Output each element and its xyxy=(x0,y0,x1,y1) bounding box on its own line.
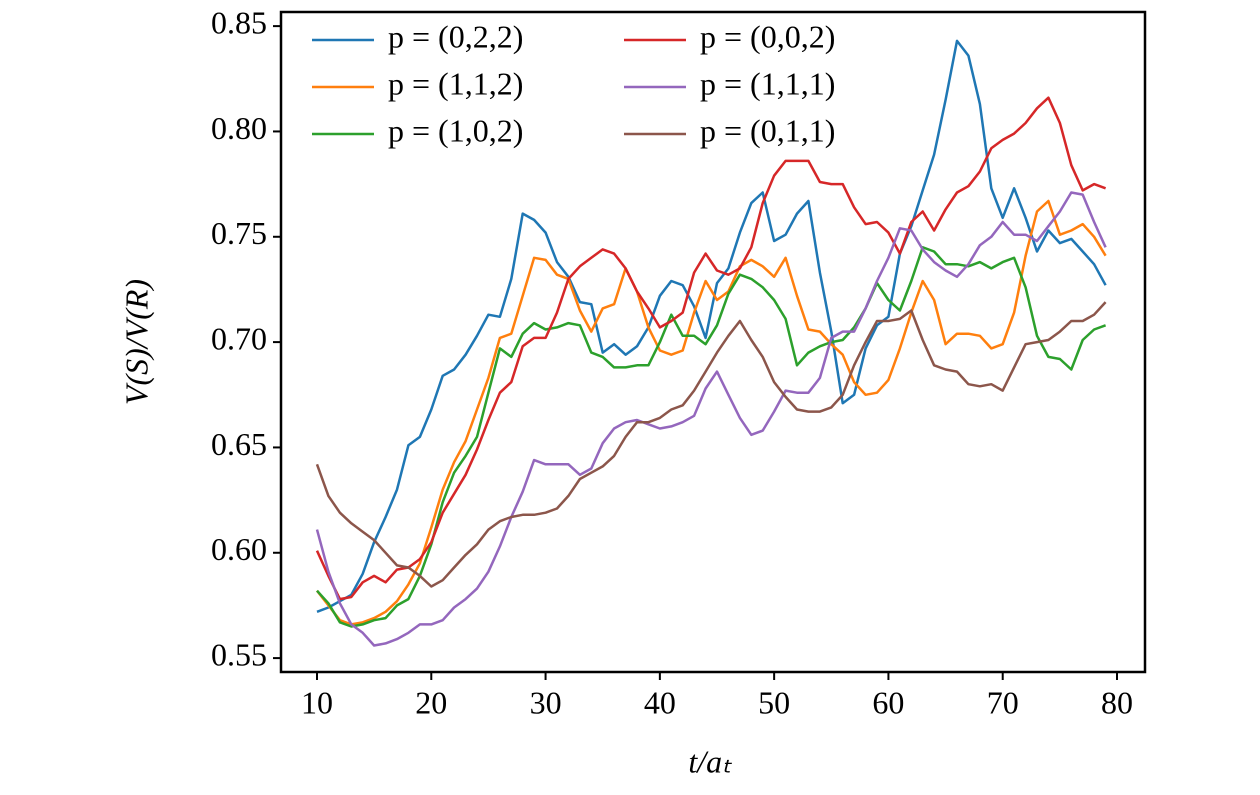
series-line xyxy=(315,301,1107,588)
series-line xyxy=(316,39,1107,613)
legend-label: p = (1,1,1) xyxy=(700,65,835,101)
x-tick-label: 60 xyxy=(872,684,904,720)
x-tick-label: 70 xyxy=(987,684,1019,720)
x-axis-label: t/aₜ xyxy=(688,743,732,779)
x-tick-label: 20 xyxy=(415,684,447,720)
y-tick-label: 0.75 xyxy=(211,215,267,251)
legend-label: p = (1,0,2) xyxy=(388,112,523,148)
x-tick-label: 50 xyxy=(758,684,790,720)
series-line xyxy=(315,191,1107,647)
x-tick-label: 80 xyxy=(1101,684,1133,720)
y-tick-label: 0.65 xyxy=(211,426,267,462)
y-tick-label: 0.60 xyxy=(211,531,267,567)
legend-label: p = (0,2,2) xyxy=(388,18,523,54)
legend-label: p = (0,1,1) xyxy=(700,112,835,148)
x-tick-label: 30 xyxy=(530,684,562,720)
x-tick-label: 40 xyxy=(644,684,676,720)
y-tick-label: 0.55 xyxy=(211,636,267,672)
series-line xyxy=(316,246,1107,628)
series-line xyxy=(315,96,1107,601)
y-axis-label: V(S)/V(R) xyxy=(118,279,154,405)
y-tick-label: 0.85 xyxy=(211,4,267,40)
series-line xyxy=(316,199,1107,626)
x-tick-label: 10 xyxy=(301,684,333,720)
plot-frame xyxy=(279,10,1147,674)
y-tick-label: 0.80 xyxy=(211,110,267,146)
y-tick-label: 0.70 xyxy=(211,320,267,356)
legend-label: p = (0,0,2) xyxy=(700,18,835,54)
legend-label: p = (1,1,2) xyxy=(388,65,523,101)
